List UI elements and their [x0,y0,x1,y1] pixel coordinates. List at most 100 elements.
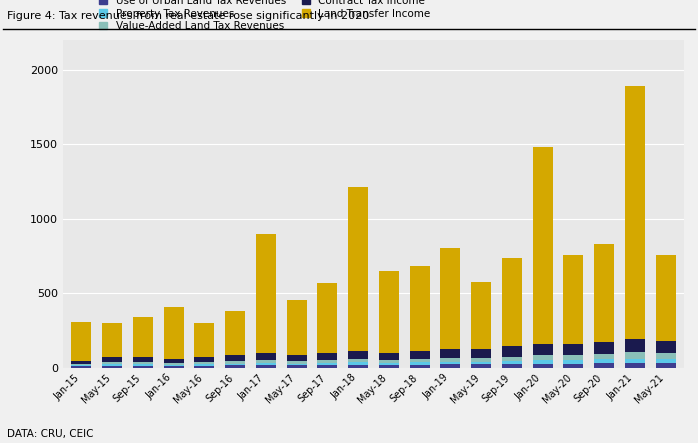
Bar [440,248,460,350]
Bar [71,366,91,368]
Bar [594,244,614,342]
Bar [655,341,676,354]
Bar [471,362,491,365]
Bar [440,362,460,365]
Bar [563,345,584,355]
Bar [348,365,368,368]
Bar [318,363,337,365]
Bar [133,357,153,362]
Bar [133,317,153,357]
Bar [287,300,306,355]
Bar [287,361,306,364]
Bar [655,363,676,368]
Bar [440,350,460,358]
Bar [563,360,584,364]
Bar [379,365,399,368]
Bar [502,361,522,364]
Bar [533,355,553,360]
Bar [502,346,522,357]
Bar [379,360,399,363]
Bar [133,365,153,368]
Bar [71,364,91,365]
Bar [225,355,245,361]
Bar [594,360,614,363]
Bar [318,283,337,353]
Bar [563,364,584,368]
Bar [594,342,614,354]
Bar [255,363,276,365]
Bar [533,360,553,364]
Bar [533,344,553,355]
Bar [625,363,645,368]
Bar [318,365,337,368]
Bar [502,357,522,361]
Bar [255,234,276,353]
Bar [440,365,460,368]
Legend: Use of Urban Land Tax Revenues, Property Tax Revenues, Value-Added Land Tax Reve: Use of Urban Land Tax Revenues, Property… [99,0,431,31]
Bar [379,353,399,360]
Bar [440,358,460,362]
Bar [471,358,491,362]
Bar [163,365,184,366]
Bar [133,362,153,364]
Bar [287,364,306,365]
Bar [502,258,522,346]
Bar [225,311,245,355]
Bar [102,362,122,364]
Bar [379,363,399,365]
Bar [471,365,491,368]
Bar [318,360,337,363]
Bar [410,365,429,368]
Bar [471,349,491,358]
Bar [502,364,522,368]
Bar [625,359,645,363]
Bar [133,364,153,365]
Bar [594,363,614,368]
Text: Figure 4: Tax revenues from real estate rose significantly in 2020: Figure 4: Tax revenues from real estate … [7,11,369,21]
Bar [71,361,91,364]
Bar [410,359,429,362]
Bar [410,362,429,365]
Bar [348,351,368,359]
Bar [318,353,337,360]
Bar [225,365,245,368]
Bar [348,359,368,362]
Bar [255,360,276,363]
Bar [655,255,676,341]
Bar [71,365,91,366]
Bar [625,86,645,339]
Bar [410,351,429,359]
Bar [471,282,491,349]
Bar [533,364,553,368]
Bar [533,148,553,344]
Bar [655,359,676,363]
Bar [194,364,214,365]
Bar [225,364,245,365]
Bar [163,366,184,368]
Bar [194,323,214,357]
Bar [410,266,429,351]
Bar [71,322,91,361]
Bar [194,365,214,368]
Bar [102,323,122,357]
Bar [287,365,306,368]
Bar [655,354,676,359]
Bar [625,353,645,359]
Bar [594,354,614,360]
Bar [255,365,276,368]
Bar [102,364,122,365]
Bar [163,360,184,363]
Bar [225,361,245,364]
Bar [379,271,399,353]
Bar [102,365,122,368]
Bar [348,362,368,365]
Bar [194,357,214,362]
Bar [163,307,184,360]
Bar [255,353,276,360]
Bar [194,362,214,364]
Bar [163,363,184,365]
Bar [102,357,122,362]
Bar [348,187,368,351]
Bar [563,355,584,360]
Text: DATA: CRU, CEIC: DATA: CRU, CEIC [7,428,94,439]
